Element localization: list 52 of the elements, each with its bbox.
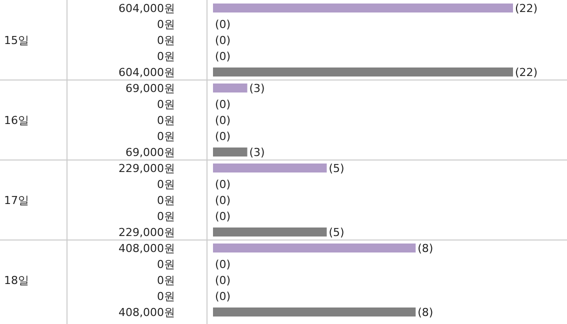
bar: [213, 308, 416, 316]
bar: [213, 68, 513, 76]
annotation: (22): [515, 66, 538, 79]
data-label: 0원: [157, 130, 175, 143]
data-label: 408,000원: [118, 242, 175, 255]
data-label: 0원: [157, 274, 175, 287]
y-tick-label: 18일: [4, 274, 29, 287]
annotation: (0): [215, 18, 231, 31]
annotation: (0): [215, 98, 231, 111]
annotation: (8): [418, 242, 434, 255]
data-label: 0원: [157, 50, 175, 63]
bar: [213, 164, 327, 172]
y-tick-label: 17일: [4, 194, 29, 207]
annotation: (0): [215, 194, 231, 207]
annotation: (5): [328, 226, 344, 239]
y-tick-label: 15일: [4, 34, 29, 47]
annotation: (0): [215, 258, 231, 271]
data-label: 0원: [157, 194, 175, 207]
y-tick-label: 16일: [4, 114, 29, 127]
annotation: (0): [215, 274, 231, 287]
data-label: 69,000원: [126, 146, 175, 159]
data-label: 0원: [157, 114, 175, 127]
bar: [213, 4, 513, 12]
bar: [213, 244, 416, 252]
data-label: 0원: [157, 178, 175, 191]
annotation: (3): [249, 82, 265, 95]
data-label: 229,000원: [118, 162, 175, 175]
annotation: (0): [215, 130, 231, 143]
bar: [213, 228, 327, 236]
annotation: (3): [249, 146, 265, 159]
annotation: (0): [215, 290, 231, 303]
data-label: 0원: [157, 290, 175, 303]
data-label: 0원: [157, 210, 175, 223]
data-label: 0원: [157, 18, 175, 31]
annotation: (0): [215, 114, 231, 127]
annotation: (8): [418, 306, 434, 319]
annotation: (5): [328, 162, 344, 175]
annotation: (0): [215, 34, 231, 47]
annotation: (0): [215, 210, 231, 223]
data-label: 0원: [157, 258, 175, 271]
annotation: (0): [215, 178, 231, 191]
data-label: 229,000원: [118, 226, 175, 239]
data-label: 69,000원: [126, 82, 175, 95]
data-label: 604,000원: [118, 66, 175, 79]
data-label: 0원: [157, 98, 175, 111]
annotation: (0): [215, 50, 231, 63]
annotation: (22): [515, 2, 538, 15]
data-label: 604,000원: [118, 2, 175, 15]
data-label: 408,000원: [118, 306, 175, 319]
bar: [213, 84, 248, 92]
data-label: 0원: [157, 34, 175, 47]
bar: [213, 148, 248, 156]
